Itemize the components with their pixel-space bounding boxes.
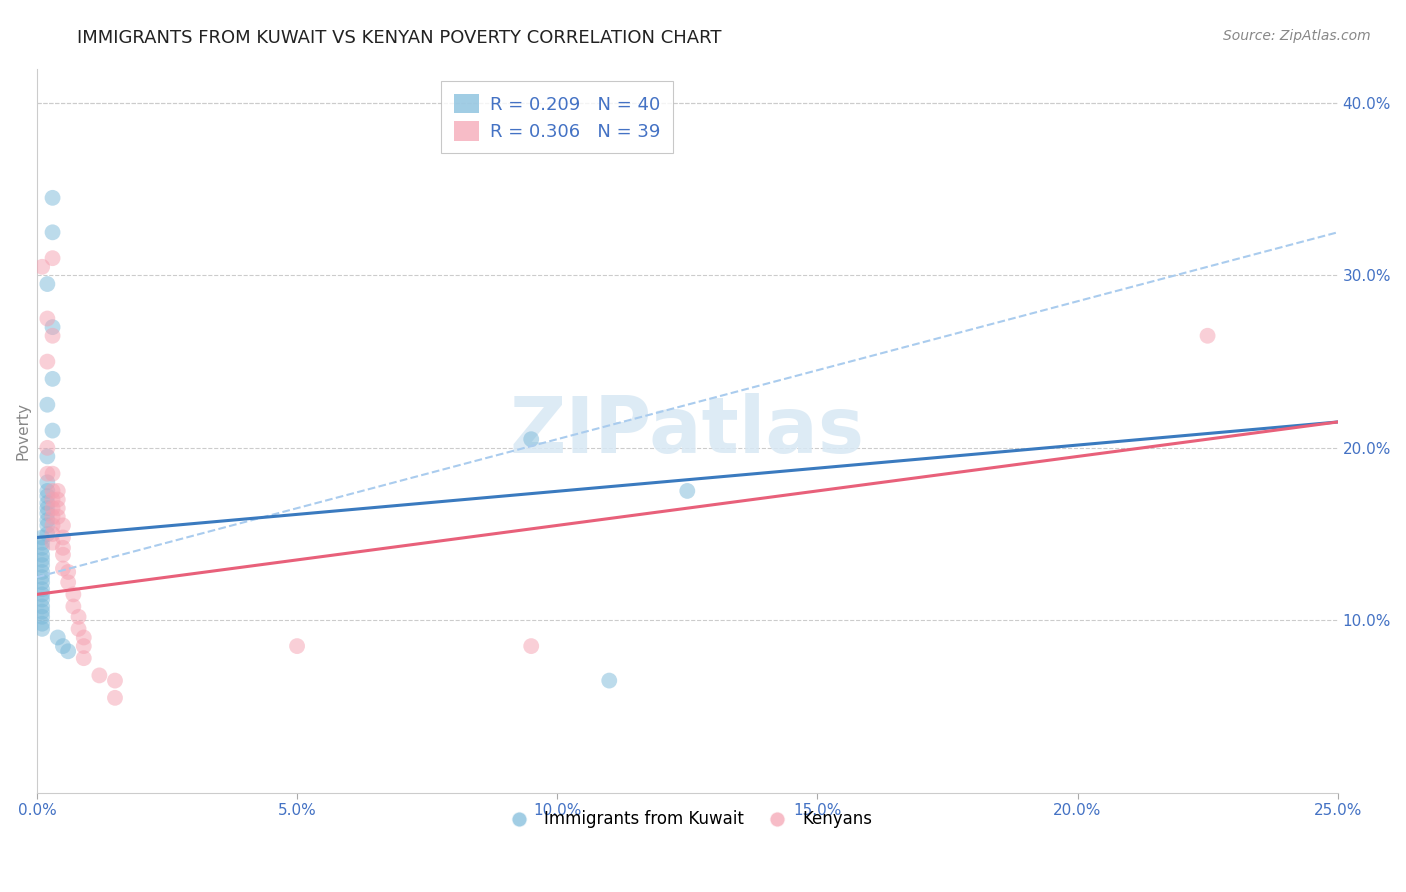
- Point: [31, 553, 53, 567]
- Point: [31, 548, 53, 562]
- Point: [31, 616, 53, 631]
- Point: [598, 673, 620, 688]
- Point: [31, 592, 53, 607]
- Point: [37, 277, 59, 291]
- Point: [46, 631, 69, 645]
- Point: [37, 506, 59, 520]
- Point: [41, 518, 63, 533]
- Point: [31, 622, 53, 636]
- Text: IMMIGRANTS FROM KUWAIT VS KENYAN POVERTY CORRELATION CHART: IMMIGRANTS FROM KUWAIT VS KENYAN POVERTY…: [77, 29, 721, 47]
- Text: Source: ZipAtlas.com: Source: ZipAtlas.com: [1223, 29, 1371, 44]
- Point: [520, 432, 543, 446]
- Point: [31, 565, 53, 579]
- Point: [41, 492, 63, 507]
- Point: [41, 483, 63, 498]
- Point: [41, 527, 63, 541]
- Point: [31, 599, 53, 614]
- Point: [37, 527, 59, 541]
- Text: ZIPatlas: ZIPatlas: [510, 392, 865, 468]
- Point: [37, 398, 59, 412]
- Point: [52, 548, 75, 562]
- Point: [89, 668, 111, 682]
- Point: [56, 644, 79, 658]
- Point: [52, 518, 75, 533]
- Point: [37, 501, 59, 516]
- Point: [31, 260, 53, 274]
- Point: [52, 639, 75, 653]
- Point: [46, 501, 69, 516]
- Point: [676, 483, 699, 498]
- Point: [56, 565, 79, 579]
- Point: [41, 251, 63, 265]
- Point: [31, 570, 53, 584]
- Point: [46, 483, 69, 498]
- Point: [41, 320, 63, 334]
- Point: [37, 475, 59, 490]
- Point: [31, 609, 53, 624]
- Point: [37, 483, 59, 498]
- Point: [73, 651, 96, 665]
- Point: [41, 328, 63, 343]
- Point: [52, 531, 75, 545]
- Point: [104, 690, 127, 705]
- Point: [62, 587, 84, 601]
- Point: [37, 467, 59, 481]
- Legend: Immigrants from Kuwait, Kenyans: Immigrants from Kuwait, Kenyans: [496, 804, 879, 835]
- Point: [37, 496, 59, 510]
- Point: [37, 354, 59, 368]
- Point: [37, 311, 59, 326]
- Y-axis label: Poverty: Poverty: [15, 401, 30, 459]
- Point: [104, 673, 127, 688]
- Point: [56, 575, 79, 590]
- Point: [31, 575, 53, 590]
- Point: [62, 599, 84, 614]
- Point: [41, 225, 63, 239]
- Point: [41, 509, 63, 524]
- Point: [67, 622, 90, 636]
- Point: [31, 582, 53, 597]
- Point: [52, 541, 75, 555]
- Point: [31, 535, 53, 549]
- Point: [31, 587, 53, 601]
- Point: [31, 531, 53, 545]
- Point: [285, 639, 308, 653]
- Point: [37, 513, 59, 527]
- Point: [41, 535, 63, 549]
- Point: [73, 639, 96, 653]
- Point: [37, 518, 59, 533]
- Point: [37, 489, 59, 503]
- Point: [41, 372, 63, 386]
- Point: [37, 450, 59, 464]
- Point: [41, 501, 63, 516]
- Point: [67, 609, 90, 624]
- Point: [73, 631, 96, 645]
- Point: [41, 467, 63, 481]
- Point: [37, 441, 59, 455]
- Point: [52, 561, 75, 575]
- Point: [41, 191, 63, 205]
- Point: [41, 424, 63, 438]
- Point: [46, 492, 69, 507]
- Point: [31, 558, 53, 572]
- Point: [31, 541, 53, 555]
- Point: [520, 639, 543, 653]
- Point: [1197, 328, 1219, 343]
- Point: [31, 605, 53, 619]
- Point: [46, 509, 69, 524]
